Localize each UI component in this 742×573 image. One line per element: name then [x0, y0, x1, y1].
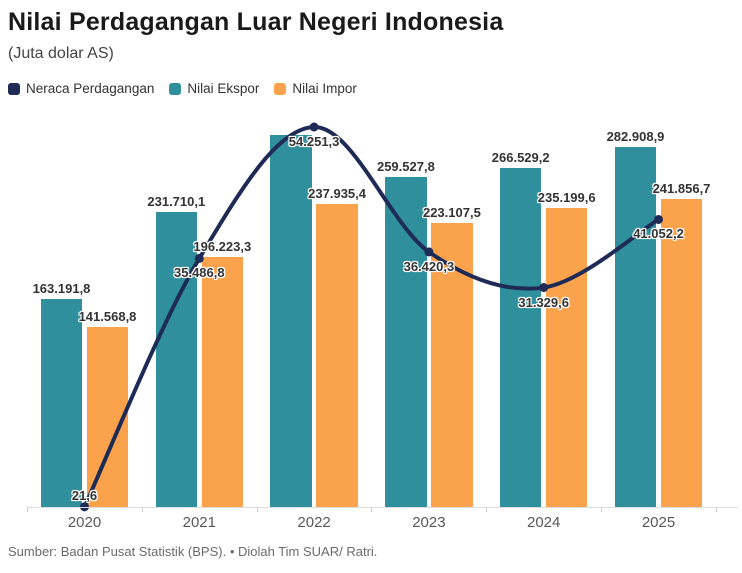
- neraca-value-label-2022: 54.251,3: [288, 133, 340, 149]
- bar-impor-2021[interactable]: [201, 257, 244, 507]
- x-axis-tick: [27, 507, 28, 512]
- legend-item-label: Nilai Impor: [292, 81, 357, 96]
- impor-value-label-2020: 141.568,8: [78, 308, 137, 324]
- x-axis-tick: [371, 507, 373, 512]
- bar-ekspor-2022[interactable]: [270, 135, 312, 507]
- x-axis-tick: [715, 507, 717, 512]
- bar-ekspor-2025[interactable]: [614, 146, 657, 507]
- legend-item-neraca: Neraca Perdagangan: [8, 81, 154, 96]
- source-note: Sumber: Badan Pusat Statistik (BPS). • D…: [8, 544, 378, 559]
- neraca-value-label-2023: 36.420,3: [403, 258, 455, 274]
- bar-impor-2020[interactable]: [86, 326, 129, 507]
- x-axis-label-2024: 2024: [527, 514, 561, 531]
- neraca-point-2023[interactable]: [424, 247, 434, 257]
- neraca-point-2022[interactable]: [309, 122, 319, 132]
- bar-impor-2025[interactable]: [660, 199, 703, 507]
- legend-item-ekspor: Nilai Ekspor: [169, 81, 259, 96]
- ekspor-value-label-2021: 231.710,1: [147, 194, 206, 210]
- neraca-value-label-2020: 21,6: [71, 487, 98, 503]
- chart-subtitle: (Juta dolar AS): [8, 45, 114, 62]
- bar-ekspor-2021[interactable]: [155, 212, 198, 507]
- neraca-value-label-2021: 35.486,8: [173, 265, 225, 281]
- x-axis-line: [27, 507, 738, 508]
- x-axis-label-2021: 2021: [182, 514, 216, 531]
- neraca-point-2025[interactable]: [654, 214, 663, 224]
- x-axis-tick: [256, 507, 258, 512]
- bar-impor-2024[interactable]: [545, 207, 588, 507]
- x-axis-label-2020: 2020: [67, 514, 102, 531]
- neraca-point-2024[interactable]: [539, 283, 549, 293]
- ekspor-value-label-2023: 259.527,8: [376, 158, 435, 174]
- bar-ekspor-2024[interactable]: [499, 167, 542, 507]
- impor-value-label-2022: 237.935,4: [308, 186, 367, 202]
- ekspor-value-label-2025: 282.908,9: [606, 128, 665, 144]
- legend: Neraca Perdagangan Nilai Ekspor Nilai Im…: [8, 81, 357, 96]
- impor-value-label-2021: 196.223,3: [193, 239, 252, 255]
- x-axis-tick: [601, 507, 602, 512]
- impor-swatch-icon: [274, 82, 287, 95]
- impor-value-label-2024: 235.199,6: [537, 189, 596, 205]
- impor-value-label-2023: 223.107,5: [422, 204, 481, 220]
- impor-value-label-2025: 241.856,7: [652, 181, 711, 197]
- x-axis-label-2023: 2023: [412, 514, 446, 531]
- legend-item-label: Nilai Ekspor: [187, 81, 260, 96]
- legend-item-label: Neraca Perdagangan: [26, 81, 155, 96]
- neraca-value-label-2025: 41.052,2: [633, 226, 684, 242]
- ekspor-swatch-icon: [169, 82, 182, 95]
- legend-item-impor: Nilai Impor: [274, 81, 357, 96]
- x-axis-tick: [486, 507, 488, 512]
- neraca-point-2020[interactable]: [80, 502, 89, 512]
- x-axis-label-2025: 2025: [641, 514, 676, 531]
- bar-ekspor-2023[interactable]: [385, 176, 427, 507]
- bar-impor-2022[interactable]: [316, 204, 358, 507]
- ekspor-value-label-2020: 163.191,8: [32, 281, 91, 297]
- ekspor-value-label-2024: 266.529,2: [491, 149, 550, 165]
- neraca-swatch-icon: [8, 82, 20, 95]
- chart-title: Nilai Perdagangan Luar Negeri Indonesia: [8, 8, 504, 36]
- neraca-value-label-2024: 31.329,6: [518, 294, 569, 310]
- x-axis-tick: [141, 507, 143, 512]
- neraca-point-2021[interactable]: [194, 253, 204, 263]
- x-axis-label-2022: 2022: [297, 514, 331, 531]
- bar-ekspor-2020[interactable]: [40, 299, 83, 507]
